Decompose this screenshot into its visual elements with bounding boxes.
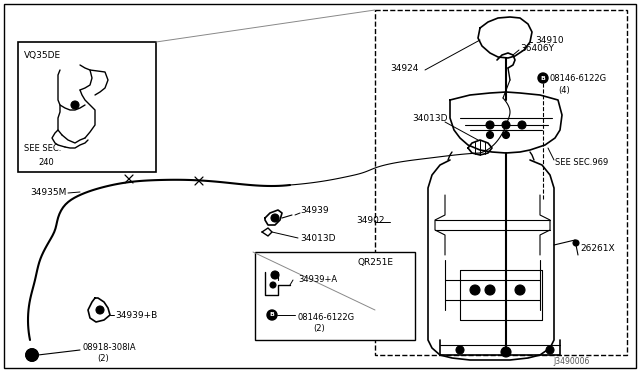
Text: 240: 240 [38,157,54,167]
Circle shape [26,349,38,361]
Text: 34013D: 34013D [300,234,335,243]
Bar [18,42,156,172]
Text: SEE SEC.: SEE SEC. [24,144,61,153]
Bar [255,252,415,340]
Text: 34939: 34939 [300,205,328,215]
Circle shape [546,346,554,354]
Text: 08918-308lA: 08918-308lA [82,343,136,353]
Text: 36406Y: 36406Y [520,44,554,52]
Circle shape [515,285,525,295]
Circle shape [96,306,104,314]
Text: 34013D: 34013D [412,113,447,122]
Circle shape [29,352,35,358]
Circle shape [71,101,79,109]
Text: N: N [29,353,35,357]
Text: J3490006: J3490006 [554,357,590,366]
Circle shape [573,240,579,246]
Text: 08146-6122G: 08146-6122G [298,314,355,323]
Text: (4): (4) [558,86,570,94]
Text: 34924: 34924 [390,64,419,73]
Circle shape [502,121,510,129]
Circle shape [501,347,511,357]
Text: 34939+A: 34939+A [298,276,337,285]
Text: (2): (2) [97,353,109,362]
Text: (2): (2) [313,324,324,333]
Circle shape [502,131,509,138]
Circle shape [456,346,464,354]
Circle shape [267,310,277,320]
Text: 34939+B: 34939+B [115,311,157,320]
Text: 26261X: 26261X [580,244,614,253]
Circle shape [485,285,495,295]
Text: B: B [269,312,275,317]
Circle shape [486,131,493,138]
Text: VQ35DE: VQ35DE [24,51,61,60]
Circle shape [26,349,38,361]
Text: 34935M: 34935M [30,187,67,196]
Circle shape [470,285,480,295]
Text: B: B [541,76,545,80]
Text: 08146-6122G: 08146-6122G [550,74,607,83]
Text: 34902: 34902 [356,215,385,224]
Text: 34910: 34910 [535,35,564,45]
Text: QR251E: QR251E [358,259,394,267]
Circle shape [271,271,279,279]
Circle shape [270,282,276,288]
Circle shape [538,73,548,83]
Bar [375,10,627,355]
Circle shape [518,121,526,129]
Circle shape [271,214,279,222]
Text: SEE SEC.969: SEE SEC.969 [555,157,608,167]
Circle shape [486,121,494,129]
